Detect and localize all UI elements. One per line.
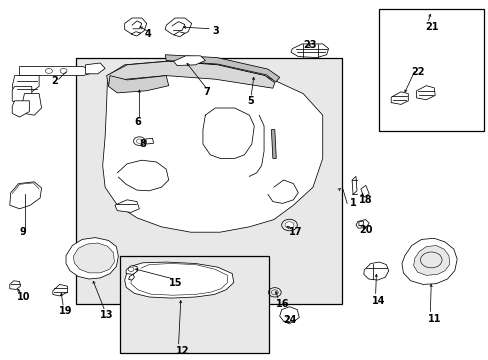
Text: 1: 1 [349, 198, 356, 208]
Text: 16: 16 [276, 299, 289, 309]
Polygon shape [124, 18, 146, 34]
Polygon shape [73, 243, 114, 273]
Polygon shape [355, 220, 368, 228]
Polygon shape [165, 18, 191, 35]
Text: 20: 20 [359, 225, 372, 235]
Text: 19: 19 [59, 306, 72, 316]
Polygon shape [126, 266, 138, 274]
Polygon shape [145, 138, 153, 144]
Text: 22: 22 [410, 67, 424, 77]
Polygon shape [66, 238, 118, 279]
Polygon shape [413, 246, 449, 275]
Text: 3: 3 [212, 26, 219, 36]
Text: 12: 12 [176, 346, 189, 356]
Polygon shape [53, 284, 67, 296]
Polygon shape [173, 32, 184, 37]
Text: 14: 14 [371, 296, 385, 306]
Text: 4: 4 [144, 29, 151, 39]
Polygon shape [115, 200, 139, 212]
Text: 7: 7 [203, 87, 209, 97]
Polygon shape [363, 262, 388, 280]
Polygon shape [10, 281, 20, 289]
Text: 6: 6 [134, 117, 141, 127]
Text: 2: 2 [51, 76, 58, 86]
Polygon shape [271, 130, 276, 158]
Text: 18: 18 [359, 195, 372, 205]
Text: 24: 24 [283, 315, 297, 325]
Polygon shape [12, 76, 39, 94]
Polygon shape [416, 86, 434, 100]
Polygon shape [131, 32, 141, 36]
Bar [378, 9, 483, 131]
Polygon shape [279, 307, 299, 322]
Polygon shape [102, 61, 322, 232]
Text: 9: 9 [20, 227, 26, 237]
Bar [120, 256, 268, 353]
Polygon shape [22, 94, 41, 115]
Text: 5: 5 [246, 96, 253, 106]
Polygon shape [401, 238, 456, 284]
Polygon shape [358, 221, 363, 226]
Polygon shape [128, 274, 134, 280]
Text: 15: 15 [168, 278, 182, 288]
Polygon shape [106, 61, 274, 88]
Polygon shape [173, 56, 205, 66]
Polygon shape [360, 185, 368, 197]
Circle shape [285, 222, 293, 228]
Polygon shape [165, 55, 279, 82]
Text: 17: 17 [288, 227, 302, 237]
Bar [76, 58, 342, 304]
Polygon shape [108, 76, 168, 93]
Polygon shape [390, 92, 407, 104]
Text: 8: 8 [139, 139, 146, 149]
Circle shape [136, 139, 142, 143]
Text: 10: 10 [17, 292, 31, 302]
Polygon shape [85, 63, 105, 74]
Text: 23: 23 [303, 40, 316, 50]
Text: 11: 11 [427, 314, 441, 324]
Polygon shape [290, 44, 328, 58]
Polygon shape [10, 182, 41, 209]
Text: 13: 13 [100, 310, 114, 320]
Polygon shape [124, 262, 233, 298]
Polygon shape [12, 86, 32, 104]
Polygon shape [351, 176, 356, 194]
Polygon shape [20, 67, 95, 76]
Text: 21: 21 [425, 22, 438, 32]
Polygon shape [12, 101, 29, 117]
